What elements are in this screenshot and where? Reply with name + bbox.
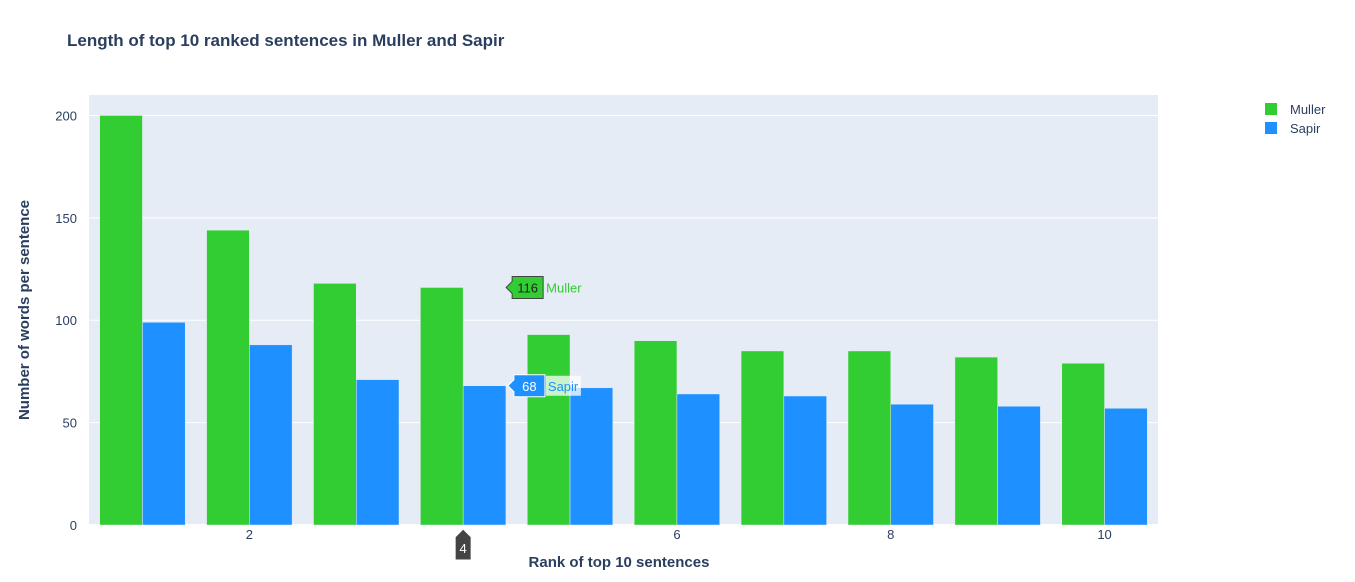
legend-label-sapir[interactable]: Sapir [1290, 121, 1321, 136]
legend-swatch-muller[interactable] [1265, 103, 1277, 115]
hover-name-sapir: Sapir [548, 379, 579, 394]
bar-sapir-5[interactable] [569, 387, 614, 526]
legend-label-muller[interactable]: Muller [1290, 102, 1326, 117]
hover-tooltips: 4 116 Muller 68 Sapir [454, 275, 582, 561]
bar-muller-5[interactable] [527, 334, 571, 526]
hover-name-bg-sapir [545, 375, 581, 396]
x-tick-label: 6 [673, 527, 680, 542]
x-axis-title: Rank of top 10 sentences [529, 554, 710, 571]
y-tick-label: 150 [55, 211, 77, 226]
y-tick-label: 200 [55, 108, 77, 123]
legend: Muller Sapir [1265, 102, 1326, 136]
y-tick-label: 0 [70, 518, 77, 533]
bar-sapir-9[interactable] [997, 405, 1041, 526]
x-tick-label: 2 [246, 527, 253, 542]
bar-muller-8[interactable] [847, 350, 891, 526]
bar-muller-10[interactable] [1061, 362, 1105, 526]
bar-sapir-8[interactable] [890, 403, 934, 526]
bar-muller-4[interactable] [420, 287, 464, 526]
y-axis-title: Number of words per sentence [16, 200, 33, 420]
chart-title: Length of top 10 ranked sentences in Mul… [67, 31, 505, 50]
y-tick-label: 100 [55, 313, 77, 328]
bar-muller-2[interactable] [206, 229, 250, 526]
x-tick-label: 8 [887, 527, 894, 542]
bar-sapir-4[interactable] [462, 385, 507, 526]
bar-sapir-3[interactable] [356, 379, 400, 526]
x-tick-label: 10 [1097, 527, 1111, 542]
bar-muller-7[interactable] [740, 350, 785, 526]
legend-swatch-sapir[interactable] [1265, 122, 1277, 134]
hover-x-label: 4 [460, 541, 467, 556]
hover-value-muller: 116 [517, 280, 538, 295]
bar-muller-3[interactable] [313, 283, 357, 526]
bar-sapir-1[interactable] [142, 322, 186, 526]
bar-sapir-7[interactable] [783, 395, 827, 526]
bar-sapir-10[interactable] [1104, 408, 1148, 526]
hover-box-muller [505, 275, 544, 299]
hover-box-sapir [507, 374, 546, 398]
bar-muller-9[interactable] [954, 356, 998, 526]
y-tick-label: 50 [63, 416, 77, 431]
bar-sapir-6[interactable] [676, 393, 720, 526]
bar-sapir-2[interactable] [249, 344, 293, 526]
hover-name-muller: Muller [546, 280, 582, 295]
bar-muller-1[interactable] [99, 115, 143, 526]
hover-x-label-box [454, 528, 472, 561]
hover-value-sapir: 68 [522, 379, 536, 394]
bar-muller-6[interactable] [633, 340, 678, 526]
bars-layer [99, 115, 1148, 526]
